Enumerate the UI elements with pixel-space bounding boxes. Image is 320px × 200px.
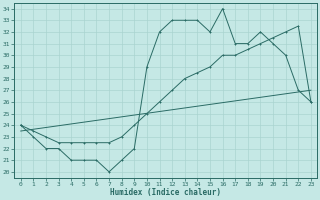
X-axis label: Humidex (Indice chaleur): Humidex (Indice chaleur) <box>110 188 221 197</box>
